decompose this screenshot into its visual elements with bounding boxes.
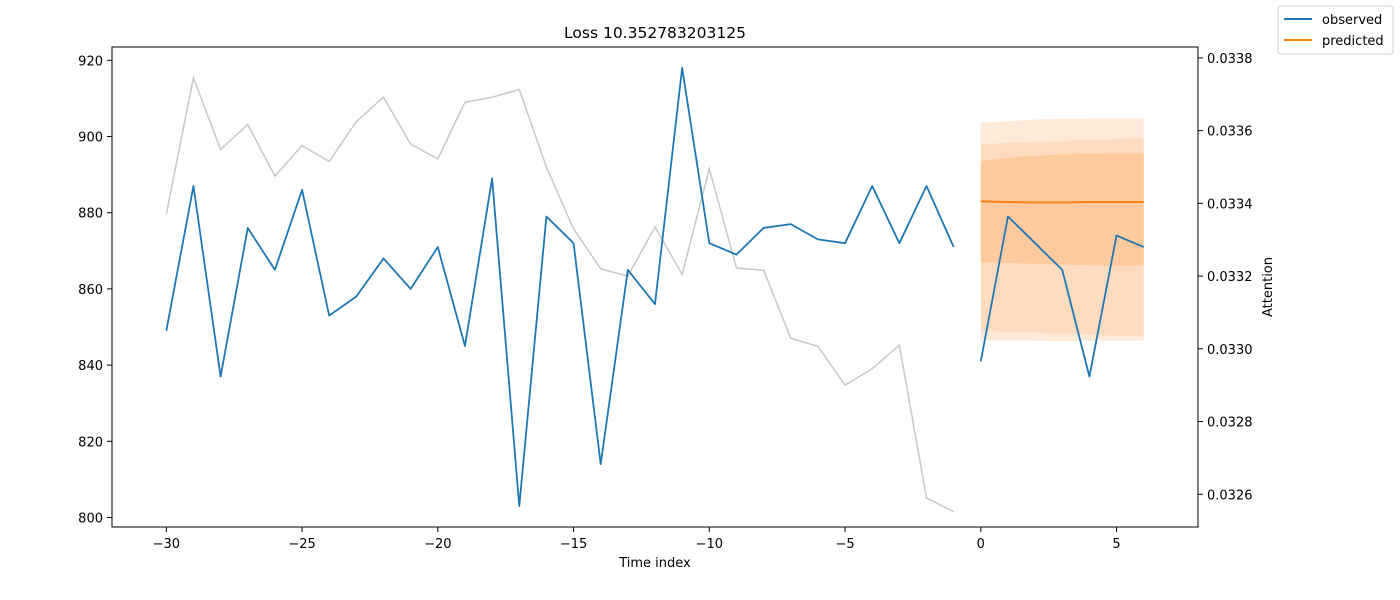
y2-tick-label: 0.0330 [1207,343,1253,358]
y-tick-label: 840 [78,359,103,374]
x-tick-label: −20 [424,537,451,552]
y-tick-label: 820 [78,435,103,450]
y-tick-label: 900 [78,131,103,146]
x-tick-label: −25 [288,537,315,552]
series-line-predicted-2 [980,200,1144,204]
x-tick-label: −30 [153,537,180,552]
series-line-observed-0 [165,67,955,507]
x-tick-label: −10 [696,537,723,552]
y2-tick-label: 0.0336 [1207,125,1253,140]
y-tick-label: 920 [78,54,103,69]
y2-tick-label: 0.0338 [1207,52,1253,67]
legend-label-predicted: predicted [1322,34,1384,49]
legend: observed predicted [1277,5,1394,55]
y2-tick-label: 0.0334 [1207,197,1253,212]
y2-ticks: 0.0326 0.0328 0.0330 0.0332 0.0334 0.0336 0.03… [1198,52,1253,503]
x-axis-title: Time index [618,556,691,571]
x-tick-label: 0 [977,537,985,552]
lines-layer [165,67,1145,513]
prediction-band-2 [980,153,1144,267]
y2-tick-label: 0.0326 [1207,488,1253,503]
chart-title: Loss 10.352783203125 [564,24,746,42]
x-tick-label: −5 [835,537,854,552]
y-tick-label: 800 [78,511,103,526]
x-ticks: −30 −25 −20 −15 −10 −5 0 5 [153,527,1121,552]
y2-tick-label: 0.0332 [1207,270,1253,285]
y2-axis-title: Attention [1261,257,1276,317]
x-tick-label: −15 [560,537,587,552]
y-tick-label: 880 [78,207,103,222]
y-ticks: 800 820 840 860 880 900 920 [78,54,112,526]
attention-line [165,75,954,513]
series-line-observed-1 [979,215,1145,378]
bands-layer [980,118,1144,342]
y2-tick-label: 0.0328 [1207,416,1253,431]
y-tick-label: 860 [78,283,103,298]
plot-frame [111,46,1199,528]
x-tick-label: 5 [1112,537,1120,552]
legend-label-observed: observed [1322,13,1382,28]
